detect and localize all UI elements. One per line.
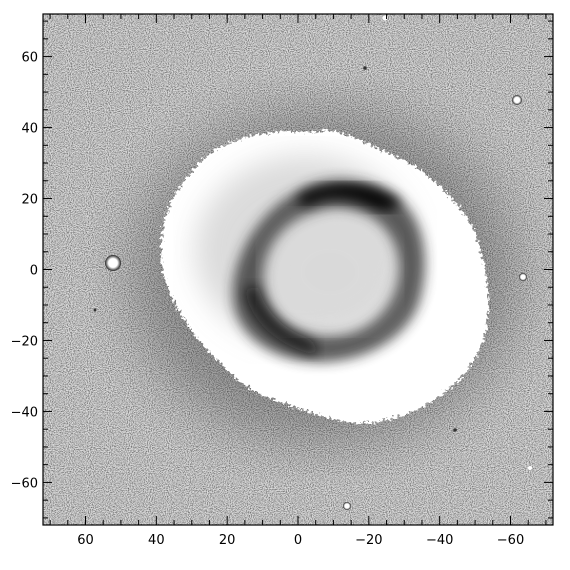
star [93,308,97,312]
core [268,217,392,327]
star [453,428,457,432]
y-tick-label: −40 [11,405,38,420]
image-area [43,14,553,525]
y-tick-label: −60 [11,476,38,491]
y-tick-label: 60 [21,51,38,66]
star-core [110,260,116,266]
y-tick-label: 0 [30,264,38,279]
x-tick-label: −40 [426,533,453,548]
y-tick-label: −20 [11,334,38,349]
star [528,466,532,470]
x-tick-label: 40 [148,533,165,548]
x-tick-label: −20 [355,533,382,548]
y-tick-label: 40 [21,122,38,137]
axis-labels: 60 40 20 0 −20 −40 −60 60 40 20 0 −20 −40 −60 [11,51,525,548]
star [512,95,522,105]
axis-ticks [43,14,553,525]
star [343,502,351,510]
x-tick-label: 60 [77,533,94,548]
y-tick-label: 20 [21,193,38,208]
x-tick-label: 0 [294,533,302,548]
x-tick-label: −60 [497,533,524,548]
dark-ring [232,179,425,363]
star [363,66,367,70]
x-tick-label: 20 [219,533,236,548]
star [519,273,527,281]
